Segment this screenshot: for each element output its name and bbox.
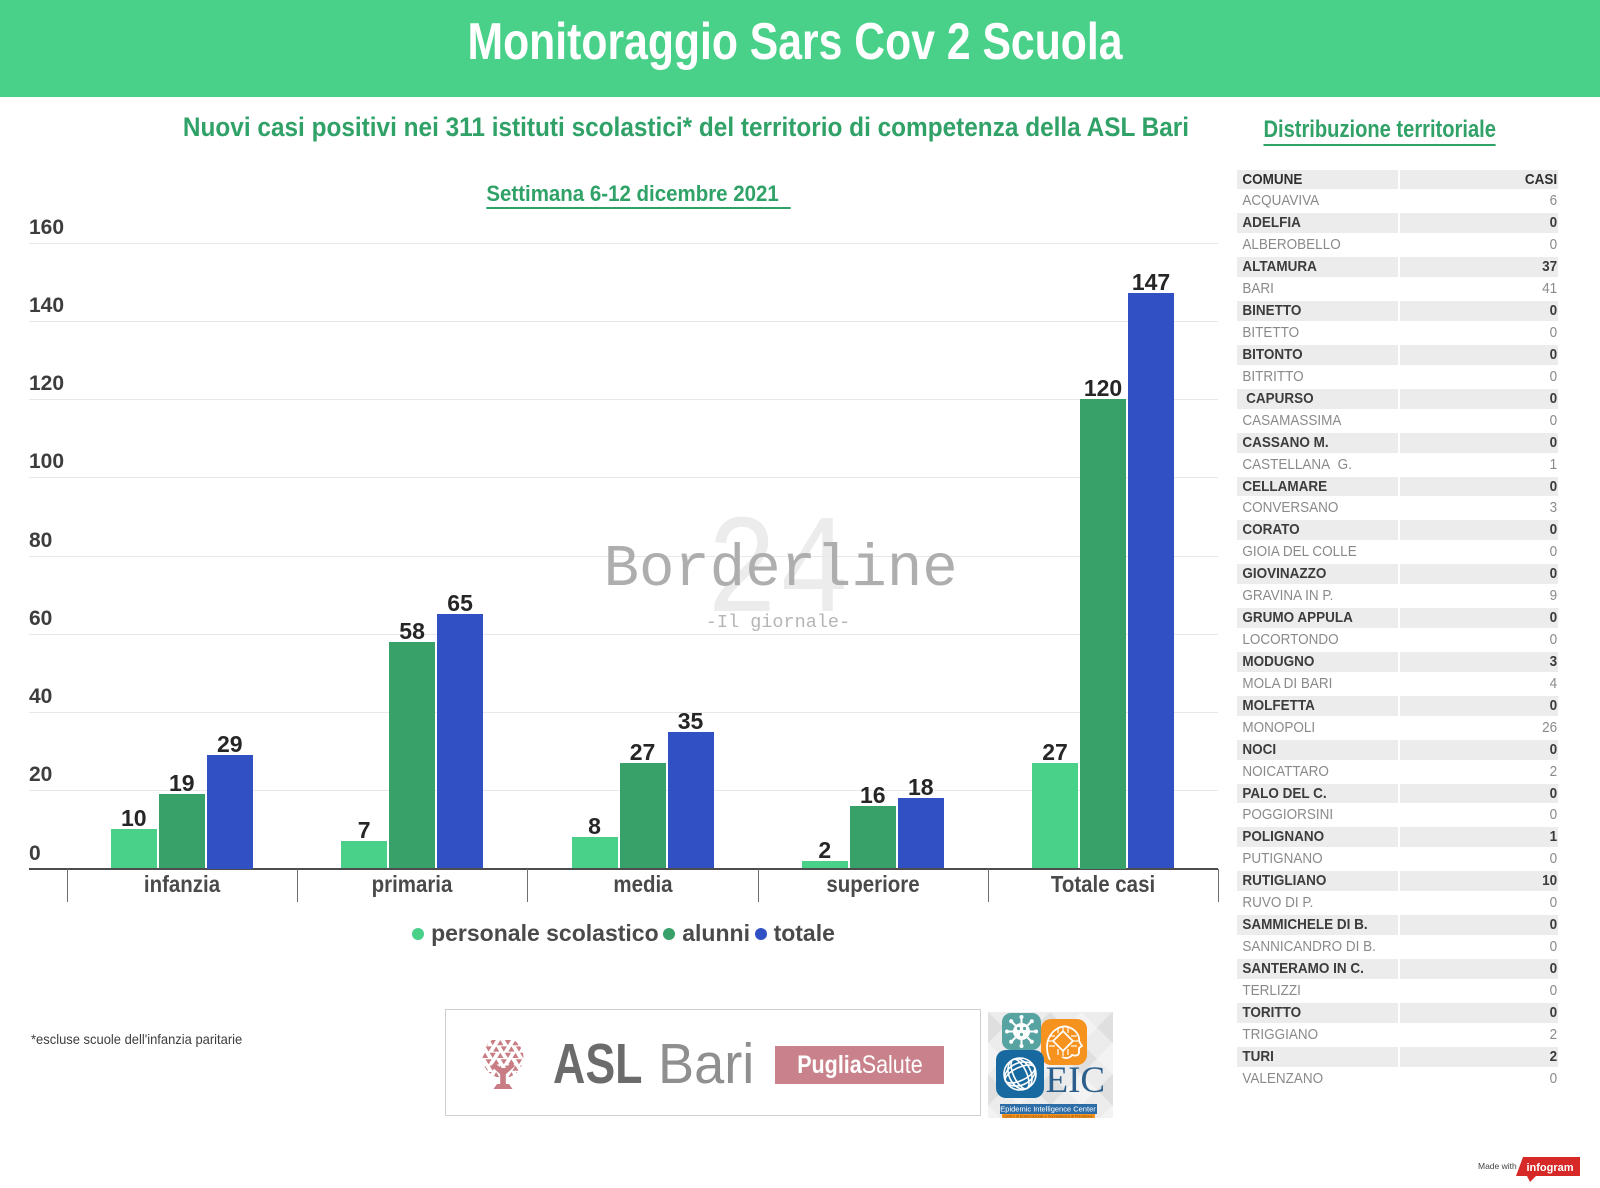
svg-text:Epidemic Intelligence Center: Epidemic Intelligence Center <box>1000 1105 1096 1114</box>
svg-text:infogram: infogram <box>1526 1162 1573 1174</box>
svg-text:Centro di Epidemiologia e Sorv: Centro di Epidemiologia e Sorveglianza d… <box>1003 1115 1092 1118</box>
svg-text:EIC: EIC <box>1046 1060 1106 1101</box>
